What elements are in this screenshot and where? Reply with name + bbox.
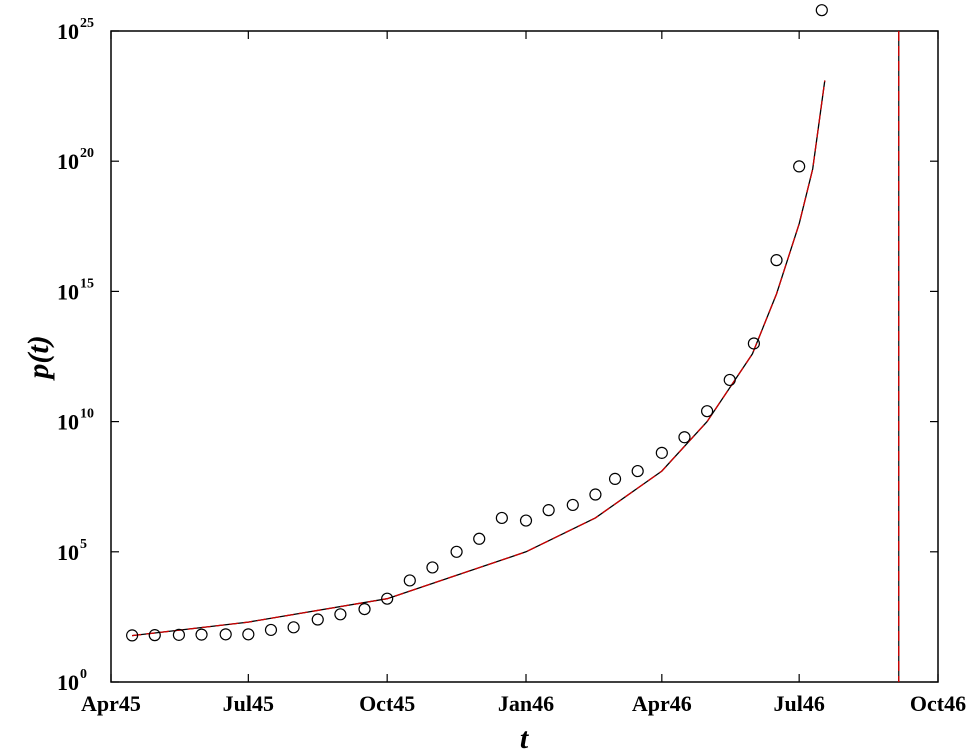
y-tick-label-4: 10 [57,149,79,174]
data-point-3 [195,628,208,641]
data-point-9 [334,608,347,621]
data-point-22 [631,464,644,478]
data-point-27 [747,337,760,350]
data-point-14 [450,545,463,558]
data-point-12 [403,574,416,587]
data-point-16 [495,511,508,525]
data-point-24 [678,431,691,444]
data-point-17 [519,514,533,527]
fit-line-2 [132,80,826,637]
data-point-30 [815,4,828,17]
y-axis-label: p(t) [22,335,55,381]
data-point-8 [311,613,324,626]
y-tick-label-5: 10 [57,19,79,44]
y-tick-exponent-3: 15 [80,276,94,291]
y-tick-label-3: 10 [57,279,79,304]
data-point-21 [608,472,622,485]
y-tick-exponent-4: 20 [80,146,94,161]
x-axis-label: t [520,722,530,755]
data-point-5 [242,628,255,641]
data-point-1 [148,629,161,642]
data-point-25 [701,405,714,418]
data-point-13 [426,561,439,574]
data-point-29 [793,160,806,173]
data-point-11 [381,592,394,605]
y-tick-label-2: 10 [57,410,79,435]
plot-area-border [110,30,939,683]
data-point-18 [542,504,555,517]
y-tick-exponent-2: 10 [80,407,94,422]
x-tick-label-0: Apr45 [81,691,141,716]
data-point-6 [264,623,278,637]
x-tick-label-1: Jul45 [223,691,274,716]
y-tick-exponent-0: 0 [80,667,87,682]
x-tick-label-4: Apr46 [632,691,692,716]
data-point-26 [723,373,736,387]
x-tick-label-5: Jul46 [773,691,824,716]
y-tick-label-0: 10 [57,670,79,695]
y-tick-label-1: 10 [57,540,79,565]
data-point-20 [589,488,602,501]
data-markers [126,4,828,642]
x-tick-label-3: Jan46 [498,691,554,716]
x-tick-label-6: Oct46 [910,691,966,716]
y-tick-exponent-5: 25 [80,16,94,31]
fit-lines [132,80,826,637]
y-tick-exponent-1: 5 [80,537,87,552]
data-point-15 [473,532,486,545]
data-point-10 [358,602,371,616]
x-axis: Apr45 Jul45 Oct45 Jan46 Apr46 Jul46 Oct46 [81,31,966,716]
data-point-28 [770,254,783,267]
data-point-19 [566,498,579,512]
data-point-7 [287,621,300,634]
data-point-4 [219,628,232,641]
data-point-23 [655,446,668,459]
data-point-2 [172,628,186,641]
x-tick-label-2: Oct45 [359,691,415,716]
fit-line-1 [132,80,826,637]
data-point-0 [126,629,139,642]
